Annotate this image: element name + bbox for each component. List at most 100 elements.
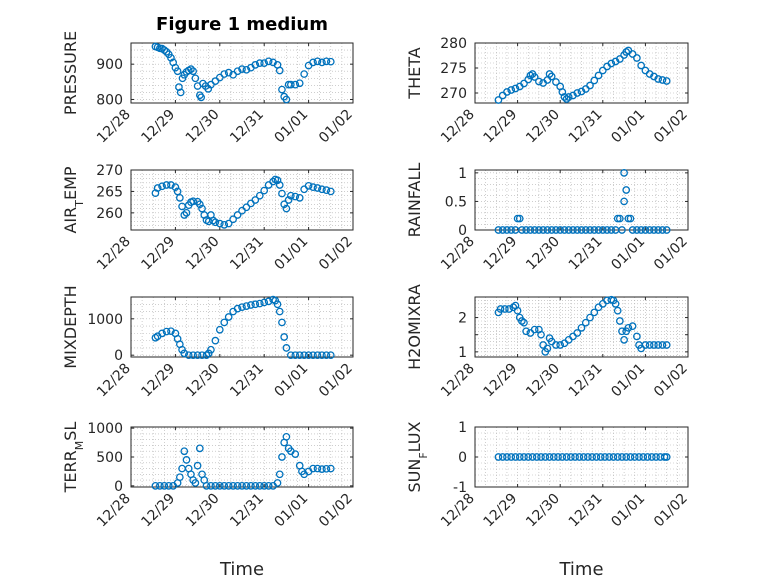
data-point	[507, 453, 516, 461]
data-point	[554, 453, 562, 461]
data-point	[618, 226, 626, 234]
data-point	[654, 341, 663, 349]
data-point	[224, 313, 233, 321]
data-point	[556, 226, 565, 234]
y-tick-label: -1	[453, 480, 467, 496]
data-point	[645, 341, 654, 349]
data-point	[242, 65, 251, 74]
data-point	[537, 330, 545, 339]
data-point	[630, 453, 639, 461]
data-point	[278, 453, 286, 461]
data-point	[594, 71, 603, 80]
data-point	[242, 481, 251, 490]
data-point	[191, 479, 200, 487]
y-tick-label: 1000	[87, 421, 123, 437]
data-point	[530, 325, 539, 334]
data-point	[198, 204, 206, 213]
data-point	[626, 214, 635, 223]
y-tick-label: 265	[96, 184, 123, 200]
data-point	[605, 453, 614, 461]
data-point	[207, 345, 215, 354]
data-point	[153, 184, 162, 192]
data-point	[581, 226, 590, 234]
axes-box	[130, 296, 354, 358]
y-axis-label: H2OMIXRA	[405, 284, 424, 370]
data-point	[662, 226, 671, 234]
data-point	[539, 226, 548, 234]
data-point	[229, 481, 237, 490]
data-point	[603, 226, 611, 234]
data-point	[282, 204, 291, 213]
data-point	[505, 305, 513, 313]
data-point	[620, 197, 628, 206]
data-point	[598, 226, 607, 234]
data-point	[511, 453, 520, 461]
data-point	[182, 209, 191, 217]
data-point	[273, 300, 282, 309]
data-point	[180, 447, 189, 456]
y-tick-label: 0	[458, 450, 467, 466]
data-point	[251, 61, 260, 69]
data-point	[607, 226, 616, 234]
data-point	[251, 481, 260, 490]
data-point	[220, 221, 229, 229]
data-point	[520, 453, 528, 461]
y-tick-label: 260	[96, 206, 123, 222]
data-point	[251, 300, 260, 309]
data-point	[300, 70, 309, 78]
data-point	[633, 226, 641, 234]
data-point	[318, 351, 326, 360]
data-point	[220, 318, 229, 327]
y-tick-label: 0.5	[445, 194, 467, 210]
data-point	[180, 211, 189, 219]
data-point	[532, 453, 541, 461]
data-point	[601, 453, 609, 461]
data-point	[594, 226, 603, 234]
data-point	[662, 341, 671, 349]
data-point	[286, 191, 295, 200]
data-point	[260, 298, 269, 307]
data-point	[151, 481, 160, 490]
data-point	[579, 453, 588, 461]
data-point	[596, 453, 605, 461]
data-point	[611, 300, 620, 308]
x-axis-label: Time	[558, 559, 603, 580]
axes-box	[474, 296, 689, 358]
data-point	[238, 303, 246, 312]
data-point	[581, 318, 590, 327]
data-point	[658, 226, 667, 234]
data-point	[282, 95, 291, 104]
data-point	[515, 453, 524, 461]
data-point	[176, 88, 185, 97]
data-point	[503, 453, 511, 461]
figure-title: Figure 1 medium	[156, 14, 328, 35]
data-point	[215, 481, 224, 490]
data-point	[633, 332, 641, 341]
data-point	[184, 351, 193, 360]
data-point	[273, 479, 282, 487]
data-point	[275, 66, 284, 75]
data-point	[197, 93, 206, 102]
data-point	[500, 305, 509, 313]
data-point	[552, 226, 560, 234]
data-point	[535, 77, 543, 86]
data-point	[598, 66, 607, 75]
data-point	[573, 329, 582, 337]
y-tick-label: 275	[440, 61, 467, 77]
data-point	[650, 226, 658, 234]
data-point	[255, 191, 264, 200]
data-point	[309, 351, 317, 360]
data-point	[522, 327, 530, 336]
data-point	[215, 219, 224, 228]
data-point	[524, 75, 533, 84]
data-point	[650, 341, 658, 349]
data-point	[295, 194, 304, 202]
data-point	[633, 54, 641, 62]
y-axis-label: TERRMSL	[61, 422, 86, 494]
data-point	[494, 96, 503, 104]
data-point	[637, 61, 645, 70]
data-point	[635, 453, 643, 461]
data-point	[569, 226, 577, 234]
data-point	[545, 453, 554, 461]
